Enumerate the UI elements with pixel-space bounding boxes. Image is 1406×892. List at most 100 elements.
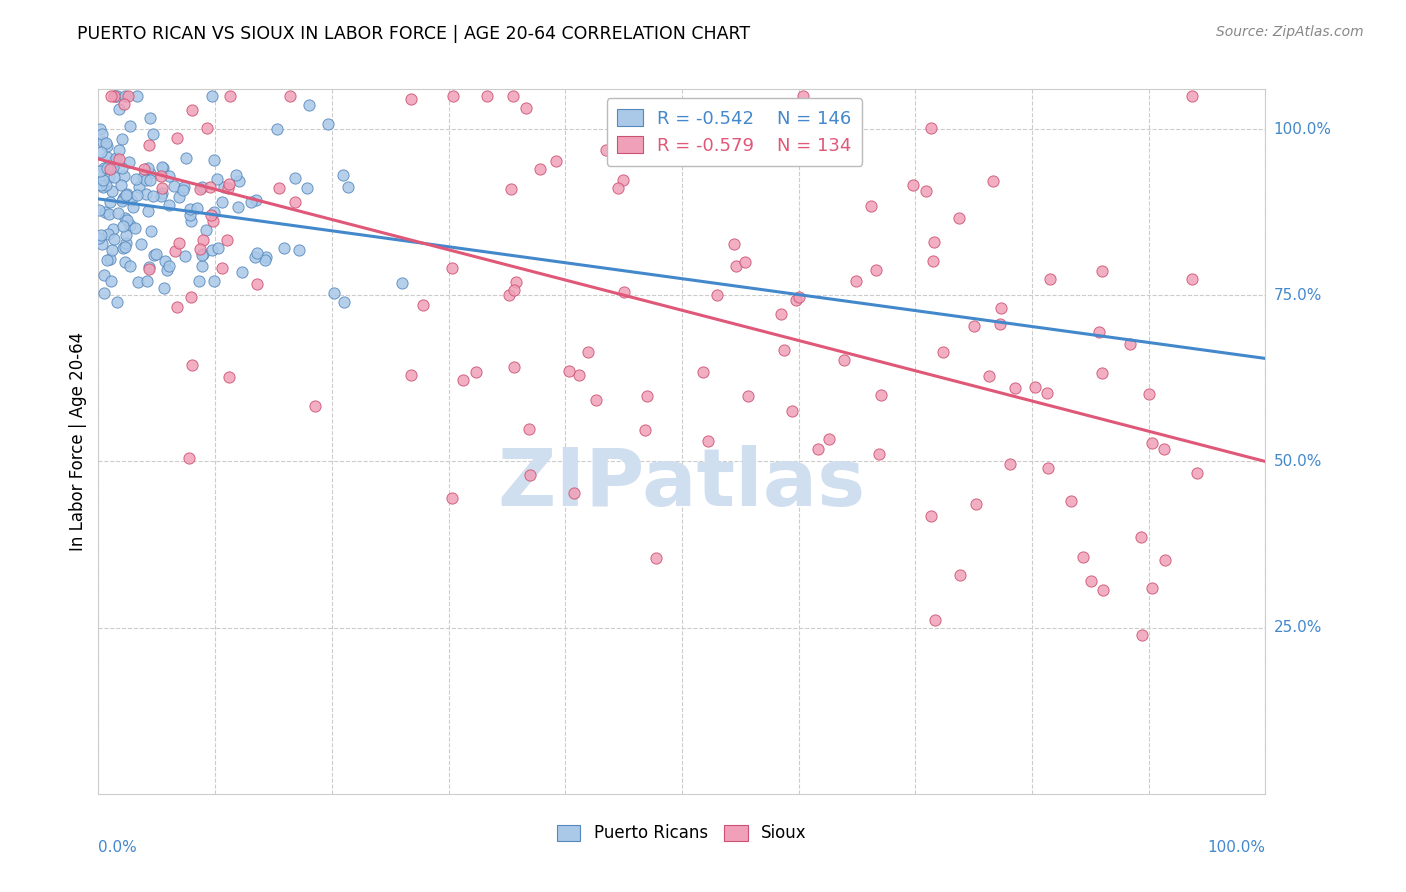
Point <box>692 365 714 379</box>
Point <box>129 236 152 251</box>
Point <box>211 194 233 209</box>
Point <box>114 228 136 243</box>
Point <box>166 131 188 145</box>
Point <box>922 235 945 249</box>
Point <box>800 118 823 132</box>
Point <box>96 252 118 267</box>
Point <box>127 88 149 103</box>
Point <box>441 260 464 275</box>
Point <box>201 88 224 103</box>
Point <box>191 247 214 261</box>
Point <box>114 88 136 103</box>
Point <box>807 442 830 456</box>
Point <box>179 208 201 222</box>
Point <box>165 244 187 258</box>
Point <box>217 181 239 195</box>
Point <box>201 214 224 228</box>
Point <box>633 120 655 134</box>
Point <box>607 181 630 195</box>
Point <box>1119 337 1142 351</box>
Point <box>323 285 346 300</box>
Point <box>93 161 115 176</box>
Point <box>1071 550 1094 565</box>
Point <box>138 261 160 276</box>
Point <box>256 251 278 265</box>
Point <box>107 206 129 220</box>
Point <box>179 202 201 216</box>
Point <box>451 373 474 387</box>
Point <box>138 260 160 275</box>
Point <box>90 236 112 251</box>
Point <box>519 467 541 482</box>
Point <box>190 180 212 194</box>
Point <box>502 88 524 103</box>
Point <box>111 132 134 146</box>
Point <box>562 485 585 500</box>
Point <box>149 169 172 183</box>
Text: 100.0%: 100.0% <box>1208 839 1265 855</box>
Point <box>138 111 160 125</box>
Point <box>115 236 138 251</box>
Point <box>245 193 267 207</box>
Point <box>101 222 124 236</box>
Point <box>1088 326 1111 340</box>
Point <box>111 241 134 255</box>
Point <box>202 205 225 219</box>
Point <box>240 194 263 209</box>
Point <box>159 259 181 273</box>
Point <box>1091 264 1114 278</box>
Point <box>111 161 134 175</box>
Point <box>924 613 946 627</box>
Point <box>125 172 148 186</box>
Point <box>135 274 157 288</box>
Point <box>201 243 224 257</box>
Point <box>981 174 1004 188</box>
Point <box>391 276 413 290</box>
Text: 50.0%: 50.0% <box>1274 454 1322 469</box>
Point <box>1140 435 1163 450</box>
Point <box>96 139 118 153</box>
Point <box>612 173 634 187</box>
Point <box>100 185 122 199</box>
Point <box>499 182 522 196</box>
Point <box>111 192 134 206</box>
Point <box>706 288 728 302</box>
Y-axis label: In Labor Force | Age 20-64: In Labor Force | Age 20-64 <box>69 332 87 551</box>
Point <box>246 277 269 291</box>
Point <box>1060 493 1083 508</box>
Point <box>931 345 953 359</box>
Point <box>725 259 748 273</box>
Point <box>284 170 307 185</box>
Point <box>868 447 890 461</box>
Point <box>217 233 239 247</box>
Point <box>231 265 253 279</box>
Point <box>93 285 115 300</box>
Point <box>568 368 591 383</box>
Point <box>295 181 318 195</box>
Point <box>1142 581 1164 595</box>
Point <box>105 151 128 165</box>
Point <box>115 187 138 202</box>
Point <box>167 190 190 204</box>
Point <box>118 219 141 233</box>
Point <box>157 198 180 212</box>
Point <box>734 255 756 269</box>
Point <box>288 243 311 257</box>
Point <box>399 92 422 106</box>
Point <box>498 288 520 302</box>
Point <box>117 212 139 227</box>
Point <box>517 421 540 435</box>
Point <box>920 509 942 524</box>
Point <box>145 246 167 260</box>
Point <box>949 567 972 582</box>
Point <box>441 88 464 103</box>
Point <box>800 112 823 127</box>
Point <box>96 161 118 176</box>
Point <box>128 180 150 194</box>
Point <box>138 204 160 219</box>
Point <box>135 173 157 187</box>
Point <box>645 550 668 565</box>
Point <box>477 88 499 103</box>
Point <box>87 203 110 218</box>
Point <box>110 178 132 192</box>
